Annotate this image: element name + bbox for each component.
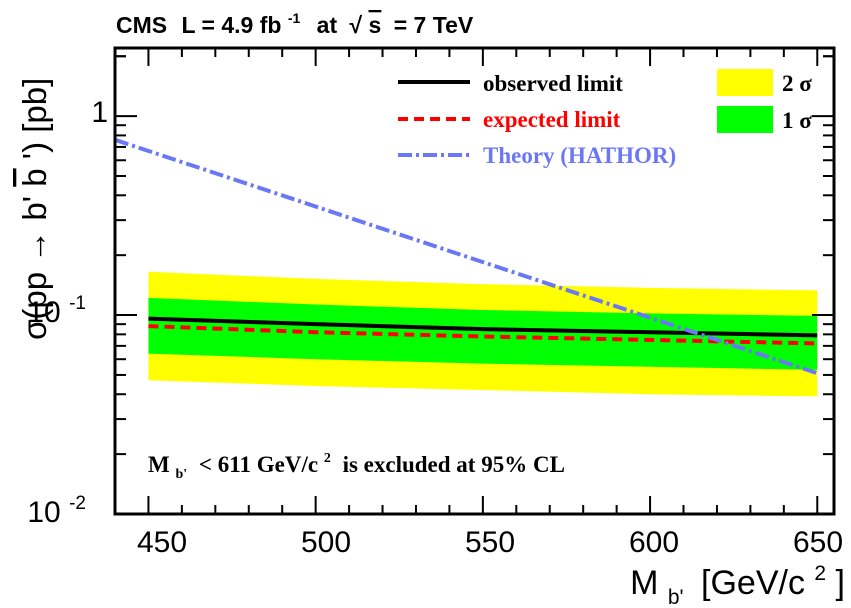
x-label-main: M (630, 564, 658, 602)
legend-theory-label: Theory (HATHOR) (483, 143, 676, 168)
y-label-tail: ') [pb] (16, 78, 53, 160)
y-label-main: σ(pp → b' (16, 196, 53, 340)
x-label-sub: b' (668, 586, 684, 608)
x-tick-labels: 450 500 550 600 650 (137, 526, 843, 559)
observed-limit-line (148, 316, 818, 338)
chart-header: CMS L = 4.9 fb -1 at √ s = 7 TeV (116, 2, 474, 38)
annotation-sub: b' (175, 467, 187, 482)
legend-expected-label: expected limit (483, 107, 621, 132)
plot-frame (113, 46, 836, 516)
y-tick-label-0.1: 10 -1 (27, 293, 86, 329)
y-axis-label: σ(pp → b' b ') [pb] (16, 78, 53, 340)
energy-value: = 7 TeV (394, 12, 474, 38)
x-tick-label: 650 (793, 526, 843, 559)
legend-2sigma-swatch (717, 69, 773, 96)
x-label-close: ] (836, 564, 845, 602)
lumi-exponent: -1 (288, 10, 301, 26)
x-label-unit: [GeV/c (701, 564, 805, 602)
experiment-name: CMS (116, 12, 167, 38)
x-axis-label: M b' [GeV/c 2 ] (630, 550, 845, 608)
annotation-exp: 2 (324, 451, 331, 466)
annotation-main: M (148, 452, 170, 477)
exclusion-annotation: M b' < 611 GeV/c 2 is excluded at 95% CL (148, 442, 565, 483)
limit-curves (114, 137, 818, 376)
energy-prefix: at (317, 12, 338, 38)
x-tick-label: 450 (137, 526, 187, 559)
legend-2sigma-label: 2 σ (782, 71, 812, 96)
y-tick-label-0.01: 10 -2 (27, 493, 86, 529)
sqrt-symbol: √ (350, 12, 363, 38)
theory-hathor-line (114, 137, 818, 376)
x-tick-label: 600 (629, 526, 679, 559)
x-label-exp: 2 (814, 562, 826, 585)
annotation-text: < 611 GeV/c (199, 452, 318, 477)
x-tick-label: 550 (465, 526, 515, 559)
legend-1sigma-swatch (717, 106, 773, 133)
y-label-bbar: b (16, 168, 53, 186)
y-tick-label-1: 1 (91, 96, 108, 129)
legend-observed-label: observed limit (483, 71, 623, 96)
y-tick-base: 10 (27, 496, 60, 529)
legend: observed limit expected limit Theory (HA… (398, 69, 812, 168)
sqrt-s: s (369, 12, 382, 38)
y-tick-exponent: -1 (69, 293, 86, 314)
lumi-prefix: L = 4.9 fb (182, 12, 282, 38)
annotation-tail: is excluded at 95% CL (343, 452, 565, 477)
x-tick-label: 500 (301, 526, 351, 559)
y-tick-exponent: -2 (69, 493, 86, 514)
legend-1sigma-label: 1 σ (782, 108, 812, 133)
y-tick-base: 10 (27, 296, 60, 329)
